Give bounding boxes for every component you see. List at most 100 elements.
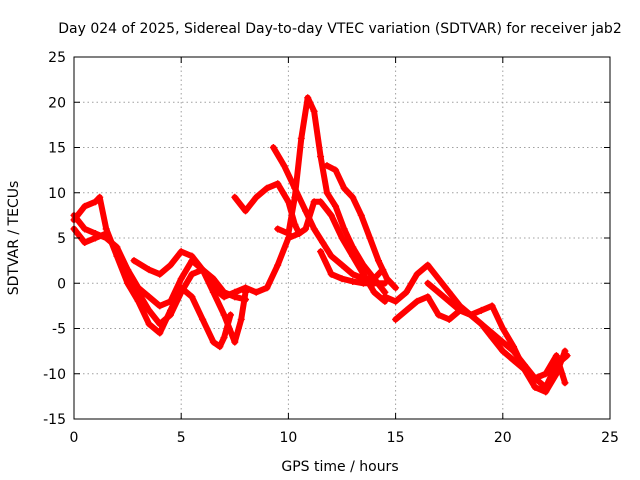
data-point — [302, 225, 310, 233]
axis-ticks: 0 5 10 15 20 25 -15 -10 -5 0 5 10 15 20 25 — [43, 50, 619, 446]
data-point — [424, 279, 432, 287]
x-axis-label: GPS time / hours — [281, 459, 398, 475]
data-point — [130, 257, 138, 265]
data-point — [434, 311, 442, 319]
data-point — [499, 338, 507, 346]
data-point — [552, 370, 560, 378]
data-point — [413, 270, 421, 278]
x-tick-label: 25 — [601, 430, 619, 446]
data-point — [227, 311, 235, 319]
data-point — [166, 306, 174, 314]
data-point — [445, 315, 453, 323]
data-point — [374, 257, 382, 265]
data-point — [445, 297, 453, 305]
data-point — [340, 184, 348, 192]
series-track — [269, 144, 387, 283]
data-point — [209, 338, 217, 346]
data-point — [561, 347, 569, 355]
data-point — [340, 225, 348, 233]
data-point — [231, 338, 239, 346]
grid — [74, 57, 610, 419]
data-point — [274, 261, 282, 269]
data-point — [323, 189, 331, 197]
data-point — [284, 229, 292, 237]
data-point — [209, 284, 217, 292]
data-point — [392, 297, 400, 305]
data-point — [456, 306, 464, 314]
data-point — [332, 202, 340, 210]
data-point — [338, 261, 346, 269]
data-point — [310, 198, 318, 206]
data-point — [124, 266, 132, 274]
data-point — [134, 297, 142, 305]
data-point — [145, 320, 153, 328]
data-point — [338, 234, 346, 242]
series-track — [274, 94, 389, 296]
data-point — [188, 293, 196, 301]
data-point — [188, 270, 196, 278]
data-point — [134, 284, 142, 292]
data-point — [413, 297, 421, 305]
series-line — [131, 230, 303, 300]
data-point — [531, 383, 539, 391]
data-point — [304, 94, 312, 102]
data-point — [392, 315, 400, 323]
data-series — [70, 94, 571, 396]
data-point — [269, 144, 277, 151]
y-tick-label: 0 — [57, 276, 66, 292]
data-point — [310, 107, 318, 115]
data-point — [510, 356, 518, 364]
data-point — [434, 275, 442, 283]
data-point — [231, 193, 239, 201]
data-point — [332, 166, 340, 174]
y-tick-label: -15 — [43, 412, 66, 428]
data-point — [323, 162, 331, 170]
y-axis-label: SDTVAR / TECUs — [6, 181, 22, 296]
data-point — [319, 239, 327, 247]
y-tick-label: 15 — [48, 141, 66, 157]
data-point — [434, 288, 442, 296]
data-point — [177, 275, 185, 283]
series-track — [424, 279, 569, 396]
data-point — [102, 229, 110, 237]
y-tick-label: 25 — [48, 50, 66, 66]
data-point — [156, 270, 164, 278]
data-point — [91, 198, 99, 206]
series-track — [317, 248, 389, 287]
data-point — [357, 211, 365, 219]
x-tick-label: 5 — [177, 430, 186, 446]
data-point — [310, 225, 318, 233]
data-point — [488, 334, 496, 342]
data-point — [156, 302, 164, 310]
data-point — [317, 248, 325, 256]
series-track — [70, 193, 235, 351]
data-point — [467, 311, 475, 319]
data-point — [499, 347, 507, 355]
series-line — [424, 280, 568, 395]
data-point — [124, 279, 132, 287]
data-point — [199, 266, 207, 274]
data-point — [166, 297, 174, 305]
data-point — [359, 261, 367, 269]
chart-title: Day 024 of 2025, Sidereal Day-to-day VTE… — [58, 21, 621, 37]
data-point — [81, 225, 89, 233]
data-point — [145, 293, 153, 301]
data-point — [370, 279, 378, 287]
data-point — [216, 343, 224, 351]
data-point — [220, 334, 228, 342]
data-point — [424, 261, 432, 269]
data-point — [231, 288, 239, 296]
series-track — [392, 293, 569, 387]
data-point — [237, 315, 245, 323]
x-tick-label: 15 — [387, 430, 405, 446]
data-point — [477, 306, 485, 314]
data-point — [349, 243, 357, 251]
y-tick-label: -10 — [43, 367, 66, 383]
data-point — [263, 184, 271, 192]
data-point — [252, 288, 260, 296]
data-point — [402, 288, 410, 296]
data-point — [542, 370, 550, 378]
data-point — [366, 234, 374, 242]
data-point — [317, 198, 325, 206]
